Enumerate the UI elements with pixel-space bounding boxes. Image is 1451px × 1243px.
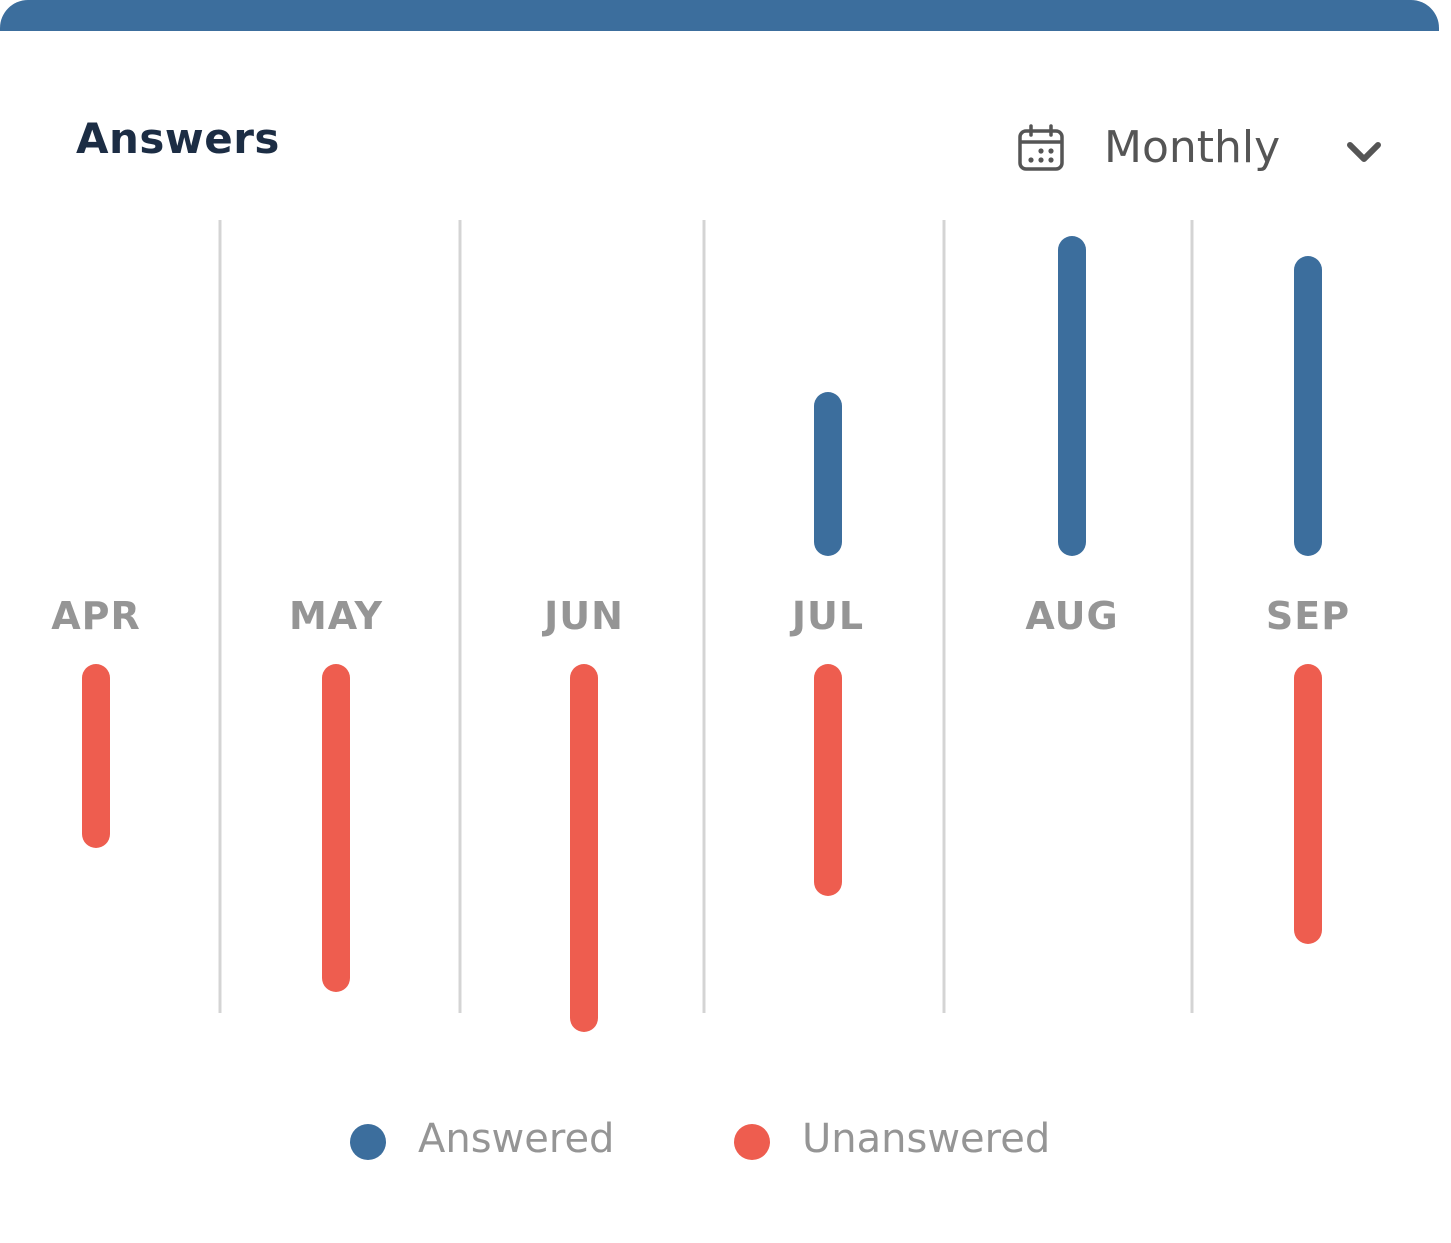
legend-swatch-unanswered (734, 1124, 770, 1160)
period-select-value: Monthly (1104, 122, 1281, 173)
card-title: Answers (76, 114, 280, 163)
chevron-down-icon (1347, 142, 1381, 162)
month-label-may: MAY (289, 594, 383, 638)
month-label-jun: JUN (541, 594, 624, 638)
legend-swatch-answered (350, 1124, 386, 1160)
card-accent-band (0, 0, 1439, 31)
legend-label-answered: Answered (418, 1116, 615, 1162)
month-label-aug: AUG (1025, 594, 1118, 638)
month-label-sep: SEP (1266, 594, 1350, 638)
month-label-jul: JUL (789, 594, 864, 638)
legend-label-unanswered: Unanswered (802, 1116, 1051, 1162)
chart-legend: Answered Unanswered (350, 1112, 1110, 1172)
month-label-apr: APR (51, 594, 141, 638)
period-select[interactable]: Monthly (1010, 118, 1400, 184)
calendar-icon (1018, 124, 1064, 171)
